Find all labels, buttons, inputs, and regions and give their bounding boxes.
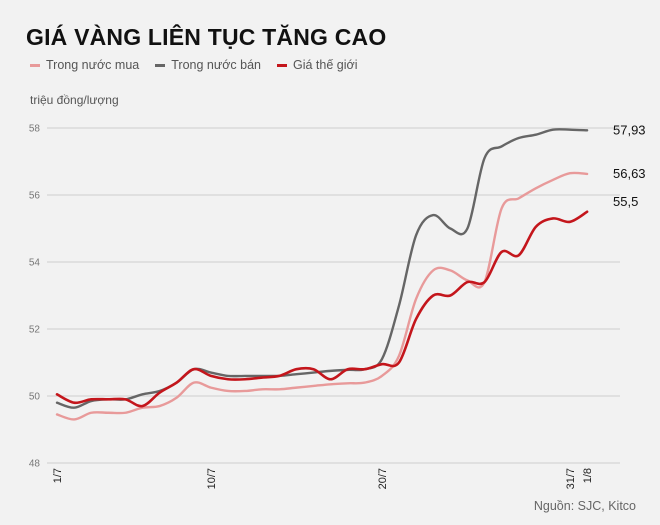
end-label-world: 55,5	[613, 194, 638, 209]
y-axis-unit-label: triệu đồng/lượng	[30, 93, 119, 107]
legend-item-buy: Trong nước mua	[30, 58, 139, 72]
legend-label-buy: Trong nước mua	[46, 58, 140, 72]
source-note: Nguồn: SJC, Kitco	[533, 499, 636, 513]
x-tick-label: 10/7	[206, 468, 218, 489]
chart-title: GIÁ VÀNG LIÊN TỤC TĂNG CAO	[26, 24, 387, 50]
legend-swatch-world	[277, 63, 287, 67]
end-value-labels: 56,63 57,93 55,5	[613, 122, 646, 208]
gridlines	[47, 127, 620, 464]
y-tick-label: 50	[29, 392, 41, 403]
legend-item-world: Giá thế giới	[277, 58, 357, 72]
x-tick-label: 1/8	[582, 468, 594, 483]
legend-item-sell: Trong nước bán	[155, 58, 261, 72]
line-domestic-sell	[55, 128, 589, 409]
legend: Trong nước mua Trong nước bán Giá thế gi…	[30, 58, 357, 72]
line-domestic-buy	[55, 171, 589, 421]
end-label-buy: 56,63	[613, 166, 646, 181]
y-tick-label: 54	[29, 258, 41, 269]
x-tick-label: 31/7	[565, 468, 577, 489]
legend-label-sell: Trong nước bán	[171, 58, 261, 72]
y-tick-label: 58	[29, 124, 41, 135]
x-tick-label: 20/7	[377, 468, 389, 489]
y-tick-label: 52	[29, 325, 41, 336]
end-label-sell: 57,93	[613, 122, 646, 137]
x-tick-label: 1/7	[52, 468, 64, 483]
legend-swatch-sell	[155, 63, 166, 67]
y-tick-label: 56	[29, 191, 41, 202]
y-axis-ticks: 48 50 52 54 56 58	[29, 124, 41, 470]
x-axis-ticks: 1/7 10/7 20/7 31/7 1/8	[52, 468, 594, 489]
line-world-price	[55, 210, 589, 408]
y-tick-label: 48	[29, 459, 41, 470]
series-lines	[55, 128, 589, 421]
legend-label-world: Giá thế giới	[293, 58, 358, 72]
legend-swatch-buy	[30, 63, 40, 67]
